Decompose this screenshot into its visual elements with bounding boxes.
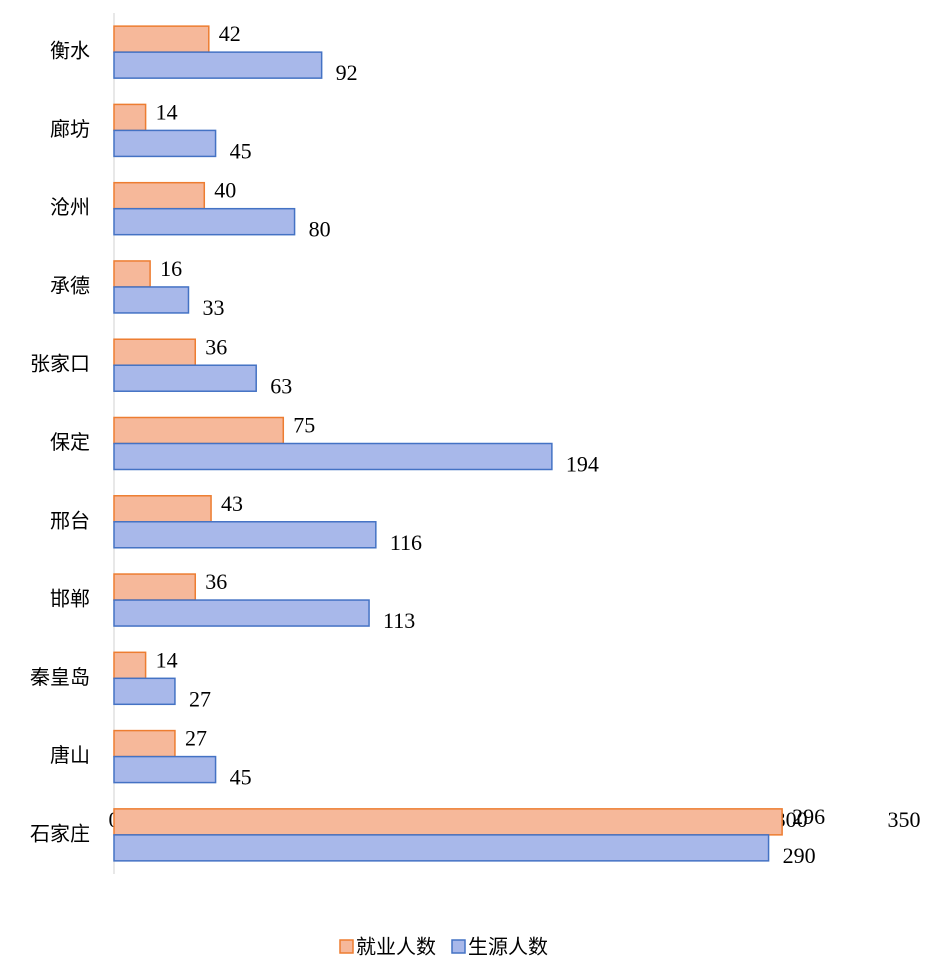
bar <box>113 129 217 158</box>
legend-swatch <box>451 939 466 954</box>
y-tick-label: 邢台 <box>50 508 90 532</box>
bar <box>113 834 770 862</box>
y-tick-label: 秦皇岛 <box>30 665 90 689</box>
bar <box>113 25 210 53</box>
value-label: 45 <box>230 138 252 163</box>
bar <box>113 207 296 236</box>
value-label: 36 <box>205 569 227 594</box>
bar <box>113 651 147 680</box>
bar <box>113 573 197 601</box>
value-label: 14 <box>156 647 178 672</box>
bar <box>113 416 285 445</box>
value-label: 27 <box>189 686 211 711</box>
value-label: 92 <box>336 60 358 85</box>
y-tick-label: 衡水 <box>50 39 90 63</box>
x-tick-label: 350 <box>888 807 921 832</box>
value-label: 16 <box>160 256 182 281</box>
y-tick-label: 廊坊 <box>50 117 90 141</box>
value-label: 113 <box>383 608 415 633</box>
y-tick-label: 保定 <box>50 430 90 454</box>
value-label: 40 <box>214 178 236 203</box>
value-label: 36 <box>205 334 227 359</box>
legend-label: 生源人数 <box>468 935 548 959</box>
bar <box>113 808 783 836</box>
value-label: 63 <box>270 373 292 398</box>
bar <box>113 103 147 132</box>
y-tick-label: 承德 <box>50 273 90 297</box>
bar <box>113 364 257 392</box>
bar <box>113 260 151 288</box>
y-tick-label: 邯郸 <box>50 587 90 611</box>
bar <box>113 495 212 523</box>
y-tick-label: 张家口 <box>30 352 90 376</box>
y-tick-label: 石家庄 <box>30 821 90 845</box>
value-label: 80 <box>309 217 331 242</box>
bar <box>113 599 370 627</box>
value-label: 14 <box>156 99 178 124</box>
bar <box>113 51 323 79</box>
bar <box>113 442 553 471</box>
value-label: 42 <box>219 21 241 46</box>
legend-swatch <box>339 939 354 954</box>
value-label: 33 <box>202 295 224 320</box>
value-label: 296 <box>792 804 825 829</box>
y-tick-label: 沧州 <box>50 195 90 219</box>
y-tick-label: 唐山 <box>50 743 90 767</box>
bar <box>113 521 377 549</box>
bar <box>113 181 206 210</box>
value-label: 43 <box>221 491 243 516</box>
value-label: 75 <box>293 413 315 438</box>
bar <box>113 286 190 314</box>
bar <box>113 338 197 366</box>
value-label: 116 <box>390 530 422 555</box>
legend-label: 就业人数 <box>356 935 436 959</box>
bar <box>113 729 176 758</box>
value-label: 27 <box>185 726 207 751</box>
value-label: 290 <box>783 843 816 868</box>
bar <box>113 755 217 784</box>
value-label: 194 <box>566 452 599 477</box>
value-label: 45 <box>230 765 252 790</box>
bar <box>113 677 176 706</box>
